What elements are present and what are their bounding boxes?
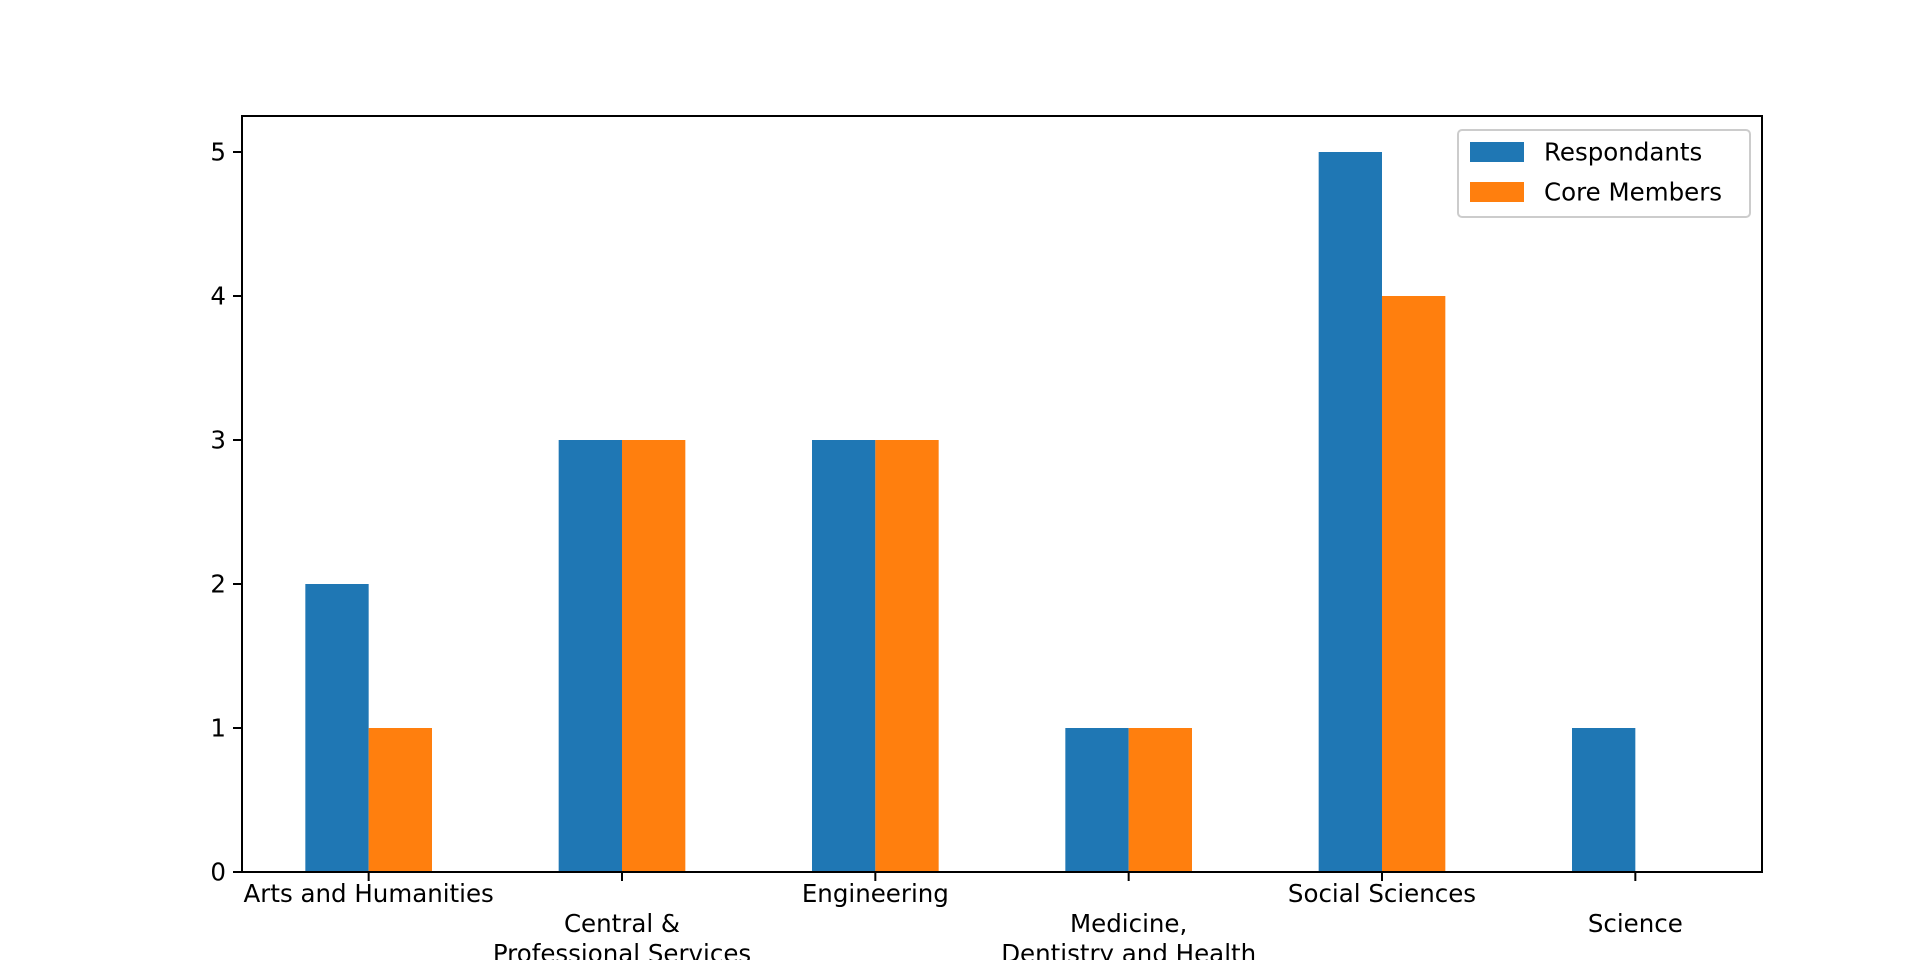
x-tick-label: Arts and Humanities (244, 879, 494, 908)
legend: Respondants Core Members (1457, 129, 1751, 218)
bar-core-members-4 (1382, 296, 1446, 872)
x-tick-label: Science (1588, 909, 1683, 938)
bar-respondants-3 (1065, 728, 1129, 872)
x-tick-label-line: Dentistry and Health (1001, 939, 1256, 960)
legend-box (1457, 129, 1751, 218)
bar-core-members-0 (368, 728, 432, 872)
x-tick-label-line: Medicine, (1070, 909, 1187, 938)
x-tick-label: Social Sciences (1288, 879, 1476, 908)
legend-label: Respondants (1544, 138, 1702, 167)
bars-group (305, 152, 1636, 872)
y-tick-label: 3 (210, 426, 226, 455)
bar-respondants-4 (1318, 152, 1382, 872)
plot-frame (241, 115, 1763, 873)
y-tick-label: 0 (210, 858, 226, 887)
bar-core-members-1 (622, 440, 686, 872)
x-tick-label: Engineering (802, 879, 949, 908)
y-axis: 0 1 2 3 4 5 (210, 138, 242, 887)
bar-core-members-2 (875, 440, 939, 872)
x-tick-label-line: Central & (564, 909, 680, 938)
legend-label: Core Members (1544, 178, 1722, 207)
x-tick-label: Central & Professional Services (493, 909, 751, 960)
x-tick-label: Medicine, Dentistry and Health (1001, 909, 1256, 960)
bar-respondants-1 (558, 440, 622, 872)
bar-respondants-5 (1572, 728, 1636, 872)
legend-swatch (1470, 142, 1524, 162)
legend-swatch (1470, 182, 1524, 202)
bar-core-members-3 (1128, 728, 1192, 872)
x-tick-label-line: Science (1588, 909, 1683, 938)
y-tick-label: 1 (210, 714, 226, 743)
x-tick-label-line: Professional Services (493, 939, 751, 960)
bar-respondants-2 (812, 440, 876, 872)
x-tick-label-line: Arts and Humanities (244, 879, 494, 908)
y-tick-label: 5 (210, 138, 226, 167)
x-tick-label-line: Engineering (802, 879, 949, 908)
y-tick-label: 2 (210, 570, 226, 599)
x-tick-label-line: Social Sciences (1288, 879, 1476, 908)
bar-respondants-0 (305, 584, 369, 872)
y-tick-label: 4 (210, 282, 226, 311)
